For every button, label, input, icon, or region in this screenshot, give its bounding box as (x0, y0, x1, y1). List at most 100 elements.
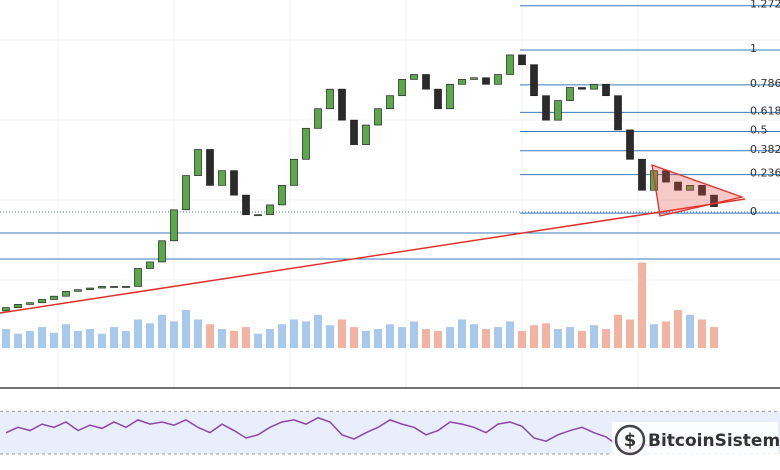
volume-bar (50, 332, 58, 348)
volume-bar (326, 325, 334, 348)
volume-bar (374, 329, 382, 348)
candle (26, 302, 34, 305)
volume-bar (686, 314, 694, 348)
candle (446, 83, 454, 110)
volume-bar (530, 325, 538, 348)
volume-bar (698, 319, 706, 348)
volume-bar (554, 329, 562, 348)
volume-bar (674, 310, 682, 348)
candle (602, 83, 610, 97)
svg-text:$: $ (624, 430, 637, 451)
candle (146, 261, 154, 269)
volume-bar (446, 327, 454, 348)
volume-bar (458, 319, 466, 348)
volume-bar (338, 319, 346, 348)
volume-bar (2, 329, 10, 348)
candle (554, 100, 562, 121)
volume-bar (362, 330, 370, 348)
candle (422, 74, 430, 90)
candle (314, 108, 322, 129)
grid (0, 0, 780, 388)
candle (590, 83, 598, 90)
volume-bar (38, 327, 46, 348)
candle (134, 268, 142, 287)
volume-pane (2, 262, 718, 348)
candle (206, 149, 214, 186)
candle (170, 209, 178, 242)
candle (686, 185, 694, 191)
volume-bar (434, 330, 442, 348)
volume-bar (62, 324, 70, 348)
candle (638, 158, 646, 191)
candle (614, 95, 622, 131)
candle (242, 194, 250, 216)
candle (122, 286, 130, 288)
candle (542, 95, 550, 121)
candle (218, 170, 226, 186)
candle (182, 175, 190, 211)
candle (86, 287, 94, 291)
candle (302, 127, 310, 160)
candle (98, 286, 106, 289)
volume-bar (206, 324, 214, 348)
volume-bar (182, 310, 190, 348)
candle (674, 181, 682, 191)
volume-bar (242, 327, 250, 348)
volume-bar (266, 329, 274, 348)
volume-bar (278, 324, 286, 348)
fib-label: 0 (750, 205, 757, 218)
volume-bar (134, 319, 142, 348)
volume-bar (98, 333, 106, 348)
triangle (651, 164, 745, 217)
volume-bar (542, 323, 550, 348)
volume-bar (710, 327, 718, 348)
volume-bar (518, 330, 526, 348)
volume-bar (230, 330, 238, 348)
volume-bar (662, 321, 670, 348)
volume-bar (398, 327, 406, 348)
candle (50, 295, 58, 300)
fib-label: 0.618 (750, 104, 780, 117)
candle (350, 119, 358, 145)
candle (698, 185, 706, 196)
candle (398, 79, 406, 97)
candle (338, 88, 346, 121)
volume-bar (74, 330, 82, 348)
candle (494, 74, 502, 85)
fib-label: 0.786 (750, 77, 780, 90)
volume-bar (14, 333, 22, 348)
volume-bar (386, 324, 394, 348)
candle (62, 290, 70, 297)
volume-bar (254, 333, 262, 348)
candle (458, 79, 466, 85)
candle (470, 77, 478, 80)
candle (710, 194, 718, 207)
candle (506, 54, 514, 75)
volume-bar (614, 314, 622, 348)
volume-bar (566, 327, 574, 348)
candle (74, 289, 82, 292)
candle (482, 77, 490, 85)
candle (626, 129, 634, 160)
volume-bar (482, 329, 490, 348)
volume-bar (146, 323, 154, 348)
volume-bar (506, 321, 514, 348)
volume-bar (422, 329, 430, 348)
volume-bar (218, 329, 226, 348)
volume-bar (350, 327, 358, 348)
candle (326, 88, 334, 110)
candle (14, 304, 22, 308)
candle (278, 185, 286, 206)
watermark: $ BitcoinSistemi (612, 422, 780, 458)
volume-bar (470, 324, 478, 348)
volume-bar (110, 327, 118, 348)
volume-bar (314, 314, 322, 348)
candle (530, 64, 538, 97)
candle (518, 54, 526, 66)
volume-bar (650, 324, 658, 348)
candle (434, 88, 442, 110)
candle (386, 95, 394, 110)
candle (362, 124, 370, 145)
volume-bar (86, 329, 94, 348)
trend-line (0, 198, 746, 314)
